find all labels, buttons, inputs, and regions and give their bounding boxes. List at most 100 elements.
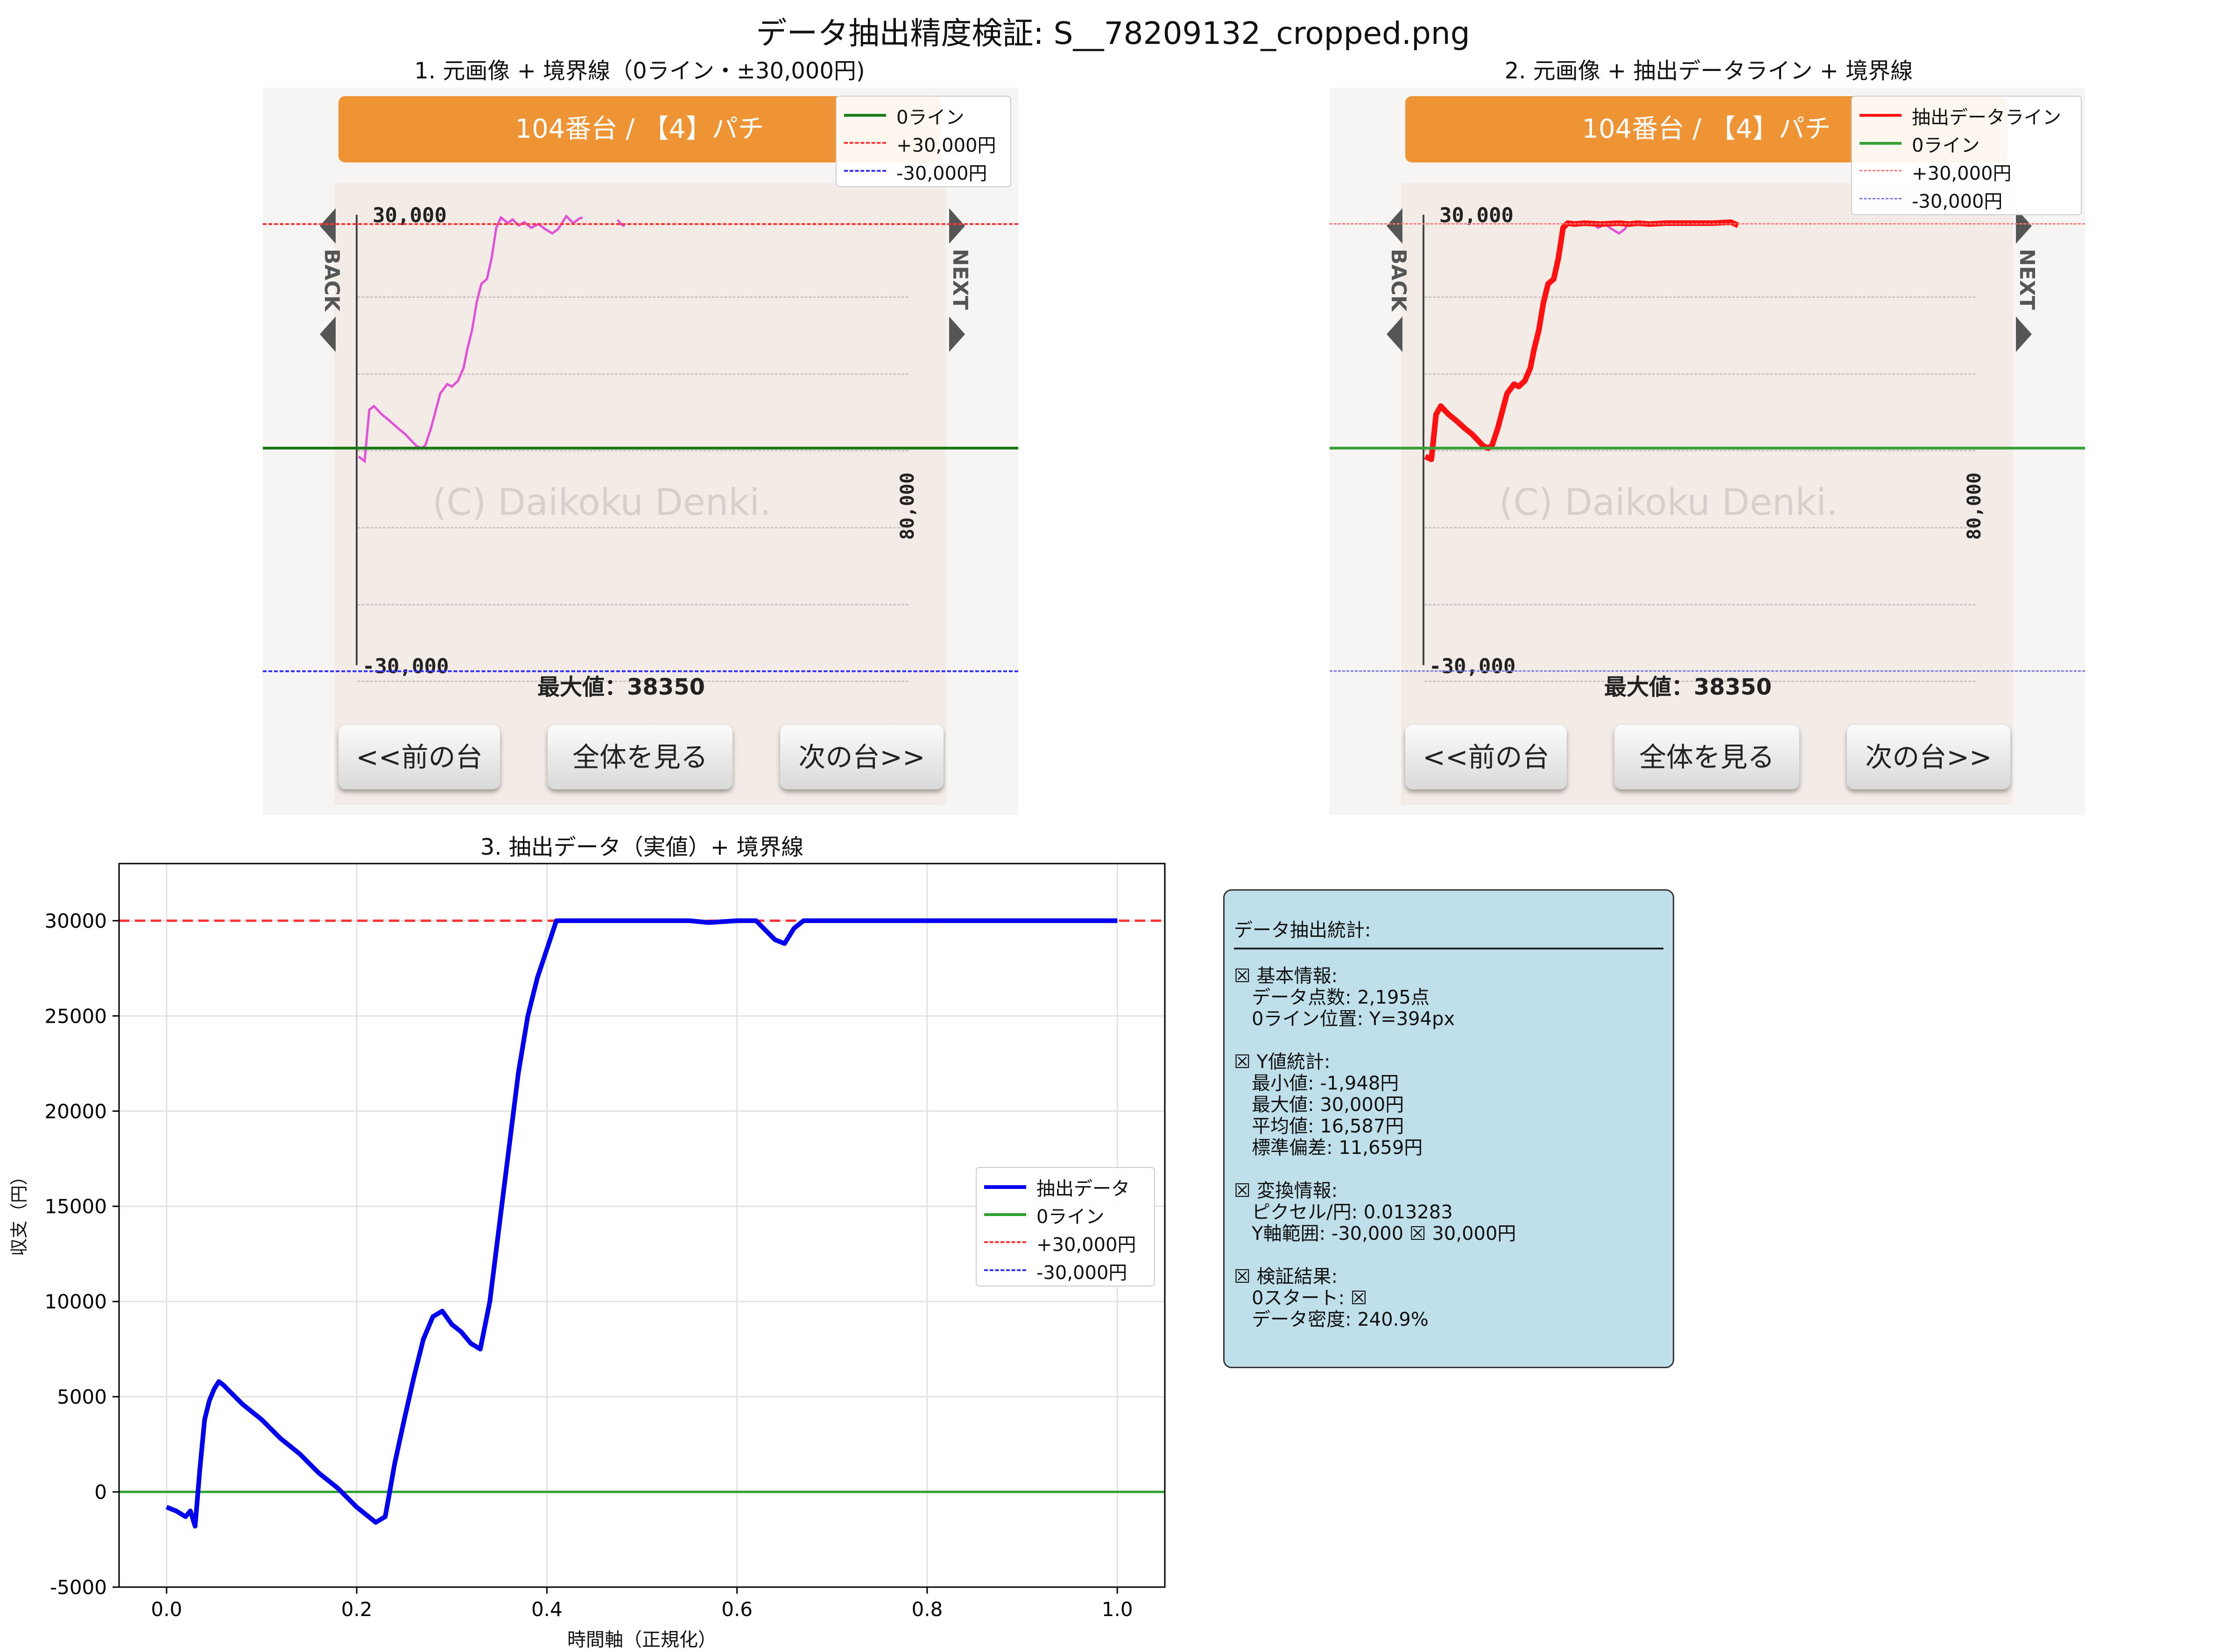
x-tick-label: 0.2 [341, 1598, 373, 1621]
source-gridline [1424, 373, 1975, 375]
view-all-button[interactable]: 全体を見る [1614, 725, 1799, 789]
panel1-legend: 0ライン +30,000円 -30,000円 [836, 96, 1011, 187]
y-tick-label: 30000 [44, 909, 107, 932]
panel2-minus30000-line [1330, 670, 2085, 672]
panel3-title: 3. 抽出データ（実値）+ 境界線 [480, 834, 804, 860]
source-gridline [1424, 450, 1975, 451]
legend-item: +30,000円 [1852, 156, 2081, 184]
stats-line: ☒ 検証結果: [1234, 1266, 1338, 1287]
back-arrow-icon[interactable] [1387, 208, 1402, 244]
x-tick-label: 1.0 [1102, 1598, 1133, 1621]
stats-line: データ点数: 2,195点 [1234, 987, 1430, 1008]
y-tick-label: 10000 [44, 1290, 107, 1313]
stats-line: ピクセル/円: 0.013283 [1234, 1202, 1453, 1223]
legend-item: +30,000円 [977, 1228, 1154, 1256]
source-gridline [1424, 296, 1975, 298]
source-gridline [1424, 681, 1975, 682]
legend-item: 0ライン [837, 100, 1010, 128]
stats-line: ☒ 基本情報: [1234, 965, 1338, 987]
stats-line: 平均値: 16,587円 [1234, 1116, 1404, 1137]
source-plot-area: (C) Daikoku Denki. 30,000 -30,000 80,000… [334, 183, 946, 805]
stats-box: データ抽出統計: ☒ 基本情報: データ点数: 2,195点 0ライン位置: Y… [1223, 889, 1674, 1368]
source-gridline [358, 296, 909, 298]
y-tick-label: 25000 [44, 1005, 107, 1027]
panel3-legend: 抽出データ 0ライン +30,000円 -30,000円 [976, 1167, 1155, 1286]
stats-line: 最小値: -1,948円 [1234, 1073, 1399, 1094]
source-gridline [358, 373, 909, 375]
y-tick-label: 20000 [44, 1100, 107, 1123]
series-line-extracted [165, 918, 1118, 1529]
stats-line: 最大値: 30,000円 [1234, 1094, 1404, 1116]
panel3-chart: 0.0 0.2 0.4 0.6 0.8 1.0 -5000 0 5000 10000 15000 20… [44, 863, 1166, 1621]
source-gridline [1424, 604, 1975, 605]
legend-item: 0ライン [1852, 128, 2081, 156]
back-arrow-icon[interactable] [1387, 316, 1402, 352]
y-tick-label: 15000 [44, 1195, 107, 1218]
legend-item: +30,000円 [837, 128, 1010, 156]
x-tick-label: 0.6 [721, 1598, 753, 1621]
source-header-text: 104番台 / 【4】パチ [1582, 114, 1831, 144]
panel3-ylabel: 収支（円） [9, 1167, 29, 1257]
panel2-plus30000-line [1330, 223, 2085, 225]
stats-line: 0ライン位置: Y=394px [1234, 1008, 1455, 1030]
source-y-bottom-label: -30,000 [362, 654, 449, 678]
next-label[interactable]: NEXT [2015, 249, 2039, 310]
next-arrow-icon[interactable] [949, 316, 965, 352]
source-gridline [358, 527, 909, 528]
prev-machine-button[interactable]: <<前の台 [338, 725, 500, 789]
panel3-xlabel: 時間軸（正規化） [567, 1629, 717, 1651]
legend-item: -30,000円 [1852, 184, 2081, 212]
y-tick-label: 5000 [57, 1385, 107, 1408]
source-plot-area: (C) Daikoku Denki. 30,000 -30,000 80,000… [1401, 183, 2013, 805]
legend-item: -30,000円 [977, 1256, 1154, 1284]
stats-line: ☒ Y値統計: [1234, 1051, 1331, 1073]
source-y-bottom-label: -30,000 [1429, 654, 1516, 678]
source-gridline [358, 450, 909, 451]
legend-item: -30,000円 [837, 156, 1010, 184]
source-magenta-line [1590, 221, 1631, 235]
legend-item: 抽出データライン [1852, 100, 2081, 128]
x-tick-label: 0.0 [151, 1598, 182, 1621]
y-tick-label: -5000 [50, 1576, 107, 1599]
figure-title: データ抽出精度検証: S__78209132_cropped.png [756, 15, 1470, 51]
back-arrow-icon[interactable] [320, 316, 336, 352]
next-machine-button[interactable]: 次の台>> [780, 725, 944, 789]
next-label[interactable]: NEXT [948, 249, 972, 310]
legend-item: 0ライン [977, 1200, 1154, 1228]
y-tick-label: 0 [94, 1481, 107, 1504]
stats-header: データ抽出統計: [1234, 920, 1371, 941]
stats-line: ☒ 変換情報: [1234, 1180, 1338, 1202]
panel1-zero-line [263, 447, 1018, 450]
prev-machine-button[interactable]: <<前の台 [1405, 725, 1567, 789]
view-all-button[interactable]: 全体を見る [548, 725, 733, 789]
stats-line: Y軸範囲: -30,000 ☒ 30,000円 [1234, 1223, 1516, 1244]
plot-frame [118, 863, 1166, 1588]
watermark: (C) Daikoku Denki. [1499, 482, 1838, 524]
panel1-image: 104番台 / 【4】パチ (C) Daikoku Denki. 30,000 … [263, 88, 1018, 815]
panel1-plus30000-line [263, 223, 1018, 225]
stats-line: 標準偏差: 11,659円 [1234, 1137, 1423, 1159]
stats-line: データ密度: 240.9% [1234, 1309, 1429, 1330]
source-max-label: 最大値：38350 [537, 674, 705, 700]
x-tick-label: 0.8 [912, 1598, 943, 1621]
next-arrow-icon[interactable] [949, 208, 965, 244]
back-arrow-icon[interactable] [320, 208, 336, 244]
panel1-title: 1. 元画像 + 境界線（0ライン・±30,000円) [414, 58, 865, 84]
source-gridline [358, 604, 909, 605]
panel2-title: 2. 元画像 + 抽出データライン + 境界線 [1504, 58, 1913, 84]
back-label[interactable]: BACK [320, 249, 344, 311]
panel2-legend: 抽出データライン 0ライン +30,000円 -30,000円 [1851, 96, 2082, 215]
legend-item: 抽出データ [977, 1172, 1154, 1200]
next-machine-button[interactable]: 次の台>> [1847, 725, 2010, 789]
back-label[interactable]: BACK [1387, 249, 1410, 311]
watermark: (C) Daikoku Denki. [432, 482, 771, 524]
panel1-minus30000-line [263, 670, 1018, 672]
panel2-zero-line [1330, 447, 2085, 450]
stats-divider [1234, 948, 1663, 949]
source-y-axis [356, 215, 358, 665]
stats-line: 0スタート: ☒ [1234, 1287, 1367, 1309]
source-gridline [358, 681, 909, 682]
extracted-red-line [1424, 219, 1740, 462]
source-max-label: 最大値：38350 [1604, 674, 1772, 700]
next-arrow-icon[interactable] [2016, 316, 2032, 352]
